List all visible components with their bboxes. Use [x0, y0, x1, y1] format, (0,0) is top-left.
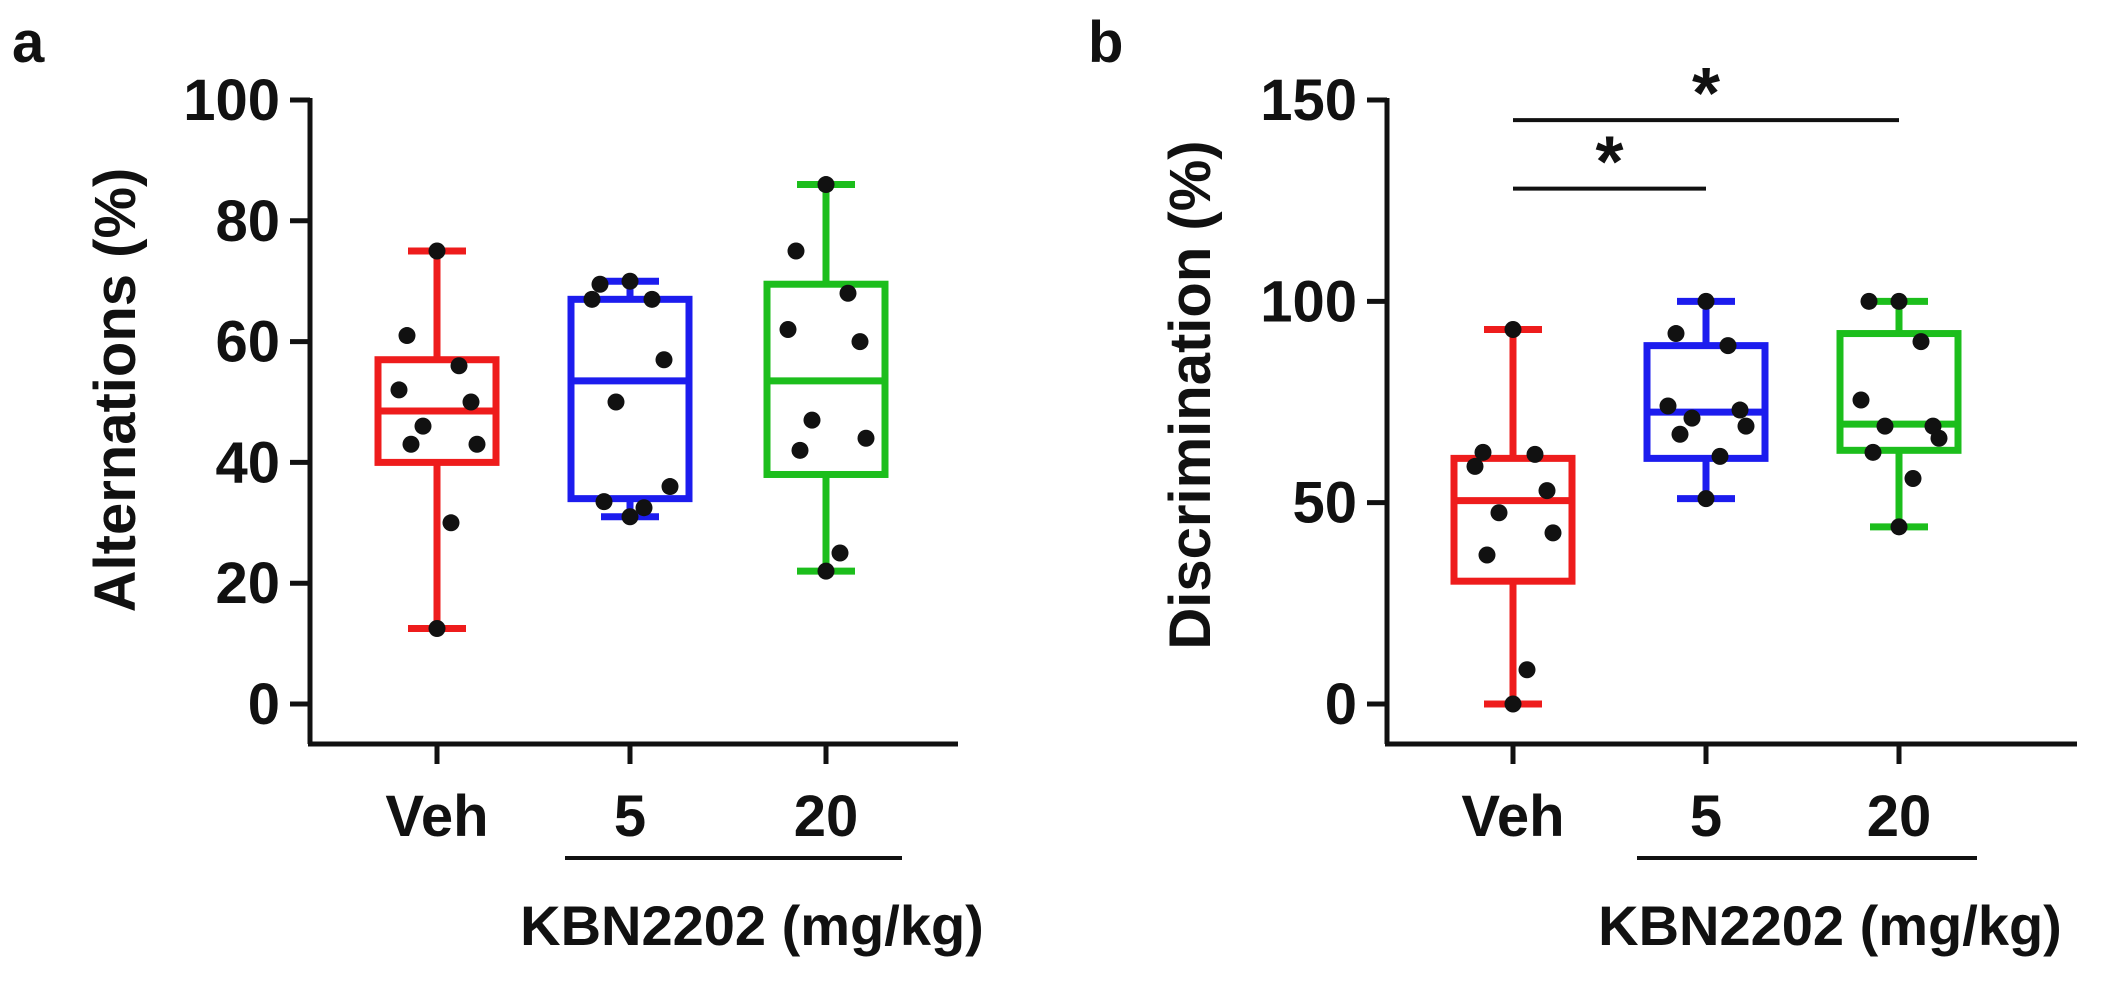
data-point [390, 381, 408, 399]
data-point [817, 176, 835, 194]
x-tick-label: 5 [614, 784, 646, 849]
data-point [1864, 443, 1882, 461]
y-tick-label: 0 [1325, 672, 1357, 737]
data-point [468, 435, 486, 453]
data-point [1671, 425, 1689, 443]
data-point [398, 327, 416, 345]
data-point [1737, 417, 1755, 435]
data-point [857, 429, 875, 447]
data-point [1697, 292, 1715, 310]
data-point [1683, 409, 1701, 427]
data-point [851, 333, 869, 351]
box-group-Veh [374, 242, 500, 637]
data-point [817, 562, 835, 580]
y-tick-label: 100 [1260, 269, 1357, 334]
box-iqr [1836, 330, 1962, 454]
significance-star: * [1595, 123, 1623, 203]
box-group-20 [1836, 292, 1962, 536]
data-point [1490, 504, 1508, 522]
data-point [831, 544, 849, 562]
y-tick-label: 60 [215, 310, 280, 375]
data-point [428, 620, 446, 637]
data-point [1659, 397, 1677, 415]
y-tick-label: 40 [215, 430, 280, 495]
data-point [1860, 292, 1878, 310]
data-point [1876, 417, 1894, 435]
panel-letter: b [1088, 10, 1123, 75]
x-tick-label: Veh [1461, 784, 1564, 849]
data-point [462, 393, 480, 411]
data-point [1890, 292, 1908, 310]
data-point [591, 275, 609, 293]
data-point [1852, 391, 1870, 409]
data-point [1930, 429, 1948, 447]
box-group-Veh [1450, 321, 1576, 713]
data-point [779, 321, 797, 339]
box-group-5 [567, 272, 693, 526]
data-point [655, 351, 673, 369]
box-iqr [567, 295, 693, 503]
x-axis-title: KBN2202 (mg/kg) [520, 894, 984, 957]
box-group-20 [763, 176, 889, 580]
data-point [450, 357, 468, 375]
x-tick-label: 5 [1690, 784, 1722, 849]
data-point [661, 478, 679, 496]
data-point [1711, 447, 1729, 465]
data-point [1912, 333, 1930, 351]
x-axis-title: KBN2202 (mg/kg) [1598, 894, 2062, 957]
data-point [1504, 321, 1522, 339]
data-point [1544, 524, 1562, 542]
y-tick-label: 20 [215, 551, 280, 616]
y-tick-label: 100 [183, 68, 280, 133]
y-tick-label: 0 [248, 672, 280, 737]
y-tick-label: 80 [215, 189, 280, 254]
significance-star: * [1692, 54, 1720, 134]
data-point [791, 441, 809, 459]
data-point [607, 393, 625, 411]
data-point [1890, 518, 1908, 536]
data-point [1719, 337, 1737, 355]
data-point [1466, 457, 1484, 475]
y-tick-label: 150 [1260, 68, 1357, 133]
data-point [583, 290, 601, 308]
data-point [1904, 470, 1922, 488]
chart-panel-b: b 0 50 100 150 Discrimination (%) Veh 5 20 KBN220… [1088, 10, 2077, 957]
y-axis-title: Discrimination (%) [1158, 140, 1223, 649]
x-tick-label: 20 [1867, 784, 1932, 849]
data-point [1504, 695, 1522, 713]
box-iqr [1643, 342, 1769, 462]
box-group-5 [1643, 292, 1769, 508]
y-axis-title: Alternations (%) [83, 168, 148, 613]
data-point [635, 499, 653, 517]
data-point [643, 290, 661, 308]
data-point [1697, 490, 1715, 508]
box-iqr [1450, 454, 1576, 585]
data-point [1538, 482, 1556, 500]
data-point [428, 242, 446, 260]
data-point [839, 284, 857, 302]
chart-panel-a: a 0 20 40 60 80 100 Alternations (%) Veh 5 20 KBN22… [12, 10, 984, 957]
data-point [402, 435, 420, 453]
data-point [414, 417, 432, 435]
y-tick-label: 50 [1292, 471, 1357, 536]
data-point [442, 514, 460, 532]
data-point [787, 242, 805, 260]
data-point [1474, 443, 1492, 461]
data-point [1731, 401, 1749, 419]
data-point [1518, 661, 1536, 679]
data-point [621, 508, 639, 526]
data-point [1478, 546, 1496, 564]
panel-letter: a [12, 10, 45, 75]
data-point [1667, 325, 1685, 343]
x-tick-label: 20 [794, 784, 859, 849]
x-tick-label: Veh [385, 784, 488, 849]
data-point [595, 493, 613, 511]
data-point [621, 272, 639, 290]
data-point [1526, 445, 1544, 463]
data-point [803, 411, 821, 429]
